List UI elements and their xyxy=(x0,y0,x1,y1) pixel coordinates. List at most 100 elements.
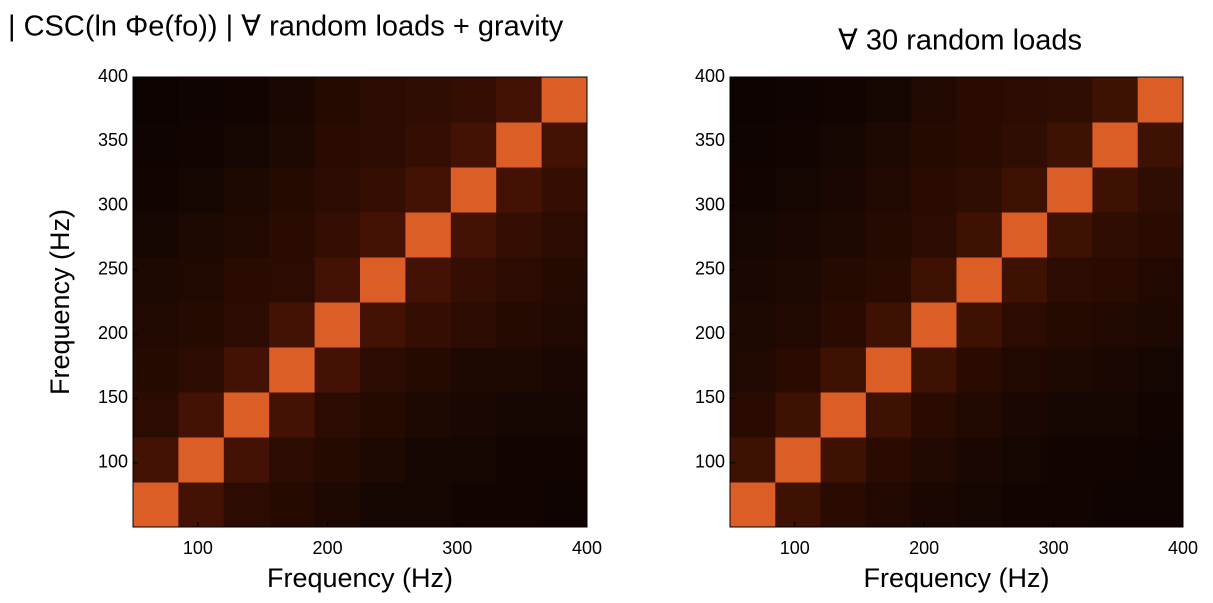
heat-cell xyxy=(1137,437,1184,483)
heat-cell xyxy=(820,392,867,438)
heat-cell xyxy=(865,347,912,393)
heat-cell xyxy=(865,77,912,123)
heat-cell xyxy=(133,122,179,168)
heat-cell xyxy=(496,167,543,213)
heat-cell xyxy=(223,77,270,123)
heat-cell xyxy=(865,437,912,483)
x-tick-label: 300 xyxy=(1039,538,1069,558)
heat-cell xyxy=(956,437,1003,483)
heat-cell xyxy=(1001,167,1048,213)
heat-cell xyxy=(133,257,179,303)
heat-cell xyxy=(314,347,361,393)
heat-cell xyxy=(865,167,912,213)
heat-cell xyxy=(541,257,588,303)
heat-cell xyxy=(956,212,1003,258)
heat-cell xyxy=(178,77,225,123)
y-tick-label: 250 xyxy=(695,259,725,279)
heat-cell xyxy=(911,482,957,528)
y-tick-label: 350 xyxy=(695,130,725,150)
heat-cell xyxy=(314,77,361,123)
heat-cell xyxy=(133,167,179,213)
heat-cell xyxy=(775,437,822,483)
heat-cell xyxy=(133,347,179,393)
heat-cell xyxy=(820,347,867,393)
heat-cell xyxy=(133,302,179,348)
y-tick-label: 150 xyxy=(98,387,128,407)
heat-cell xyxy=(775,77,822,123)
heat-cell xyxy=(1092,482,1139,528)
heat-cell xyxy=(496,437,543,483)
heat-cell xyxy=(730,257,776,303)
heat-cell xyxy=(730,482,776,528)
heat-cell xyxy=(450,257,497,303)
heat-cell xyxy=(820,437,867,483)
heat-cell xyxy=(269,347,316,393)
heat-cell xyxy=(911,167,957,213)
heat-cell xyxy=(775,122,822,168)
y-tick-label: 200 xyxy=(98,323,128,343)
heat-cell xyxy=(730,77,776,123)
heat-cell xyxy=(911,392,957,438)
heat-cell xyxy=(730,392,776,438)
heat-cell xyxy=(911,257,957,303)
heat-cell xyxy=(1001,77,1048,123)
heat-cell xyxy=(775,392,822,438)
heat-cell xyxy=(865,212,912,258)
heat-cell xyxy=(956,392,1003,438)
heat-cell xyxy=(1047,482,1093,528)
heat-cell xyxy=(405,347,452,393)
heat-cell xyxy=(956,257,1003,303)
plot-frame xyxy=(729,76,1184,528)
heat-cell xyxy=(314,482,361,528)
heat-cell xyxy=(1001,302,1048,348)
heat-cell xyxy=(956,167,1003,213)
heat-cell xyxy=(314,392,361,438)
heat-cell xyxy=(360,302,406,348)
heat-cell xyxy=(1092,257,1139,303)
heat-cell xyxy=(1001,437,1048,483)
heat-cell xyxy=(541,212,588,258)
heat-cell xyxy=(496,482,543,528)
heat-cell xyxy=(911,212,957,258)
heat-cell xyxy=(541,122,588,168)
heat-cell xyxy=(450,77,497,123)
heat-cell xyxy=(1137,392,1184,438)
chart-title: ∀ 30 random loads xyxy=(838,25,1082,57)
heat-cell xyxy=(496,347,543,393)
heat-cell xyxy=(775,302,822,348)
heat-cell xyxy=(450,212,497,258)
y-axis-label: Frequency (Hz) xyxy=(45,209,75,395)
heat-cell xyxy=(911,302,957,348)
chart-title: | CSC(ln Φe(fo)) | ∀ random loads + grav… xyxy=(8,11,564,43)
y-tick-label: 350 xyxy=(98,130,128,150)
heat-cell xyxy=(1092,437,1139,483)
heat-cell xyxy=(496,392,543,438)
heat-cell xyxy=(1047,167,1093,213)
heat-cell xyxy=(775,167,822,213)
heat-cell xyxy=(223,257,270,303)
heat-cell xyxy=(223,437,270,483)
heat-cell xyxy=(178,122,225,168)
heat-cell xyxy=(865,122,912,168)
heat-cell xyxy=(178,212,225,258)
heat-cell xyxy=(1137,482,1184,528)
panel: 100 200 300 400 100 150 200 250 300 350 400 Frequen… xyxy=(8,11,602,593)
x-tick-label: 200 xyxy=(313,538,343,558)
heat-cell xyxy=(405,167,452,213)
heat-cell xyxy=(223,167,270,213)
heat-cell xyxy=(405,212,452,258)
heat-cell xyxy=(223,482,270,528)
heat-cell xyxy=(775,347,822,393)
heat-cell xyxy=(450,392,497,438)
y-tick-label: 150 xyxy=(695,387,725,407)
heat-cell xyxy=(314,257,361,303)
heat-cell xyxy=(223,122,270,168)
heat-cell xyxy=(496,302,543,348)
heat-cell xyxy=(1092,392,1139,438)
heat-cell xyxy=(1137,302,1184,348)
heat-cell xyxy=(269,482,316,528)
heat-cell xyxy=(1047,257,1093,303)
heat-cell xyxy=(1001,212,1048,258)
heat-cell xyxy=(1137,77,1184,123)
heat-cell xyxy=(1047,347,1093,393)
